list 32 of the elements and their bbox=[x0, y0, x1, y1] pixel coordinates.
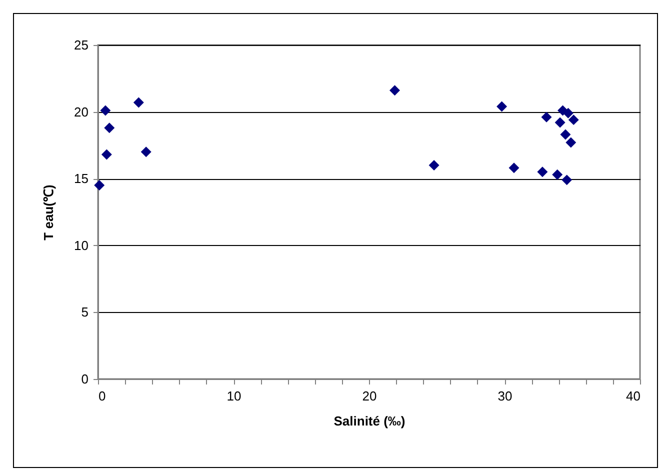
point bbox=[101, 149, 112, 160]
point bbox=[554, 117, 566, 128]
y-tick-label: 0 bbox=[81, 372, 88, 386]
y-tick-label: 10 bbox=[74, 238, 88, 253]
x-tick-label: 20 bbox=[362, 388, 377, 404]
point bbox=[140, 146, 152, 158]
y-axis-title: T eau(℃) bbox=[41, 184, 56, 240]
point bbox=[104, 122, 115, 134]
point bbox=[568, 114, 579, 126]
x-tick-label: 10 bbox=[226, 388, 242, 404]
point bbox=[390, 85, 400, 96]
x-tick-label: 40 bbox=[626, 388, 640, 404]
y-tick-label: 20 bbox=[74, 104, 88, 120]
point bbox=[541, 112, 552, 122]
x-axis-title: Salinité (‰) bbox=[334, 414, 406, 428]
point bbox=[560, 129, 571, 140]
point bbox=[537, 166, 548, 178]
point bbox=[508, 162, 520, 174]
point bbox=[100, 105, 111, 116]
point bbox=[562, 174, 572, 186]
point bbox=[552, 169, 563, 180]
y-tick-label: 25 bbox=[74, 38, 88, 52]
point bbox=[562, 108, 574, 118]
y-tick-label: 15 bbox=[74, 171, 88, 186]
x-tick-label: 30 bbox=[498, 388, 512, 404]
x-tick-label: 0 bbox=[98, 388, 106, 404]
point bbox=[428, 160, 440, 170]
point bbox=[133, 97, 144, 108]
y-tick-label: 5 bbox=[81, 304, 88, 320]
point bbox=[496, 101, 508, 112]
point bbox=[94, 180, 105, 191]
point bbox=[566, 137, 576, 148]
